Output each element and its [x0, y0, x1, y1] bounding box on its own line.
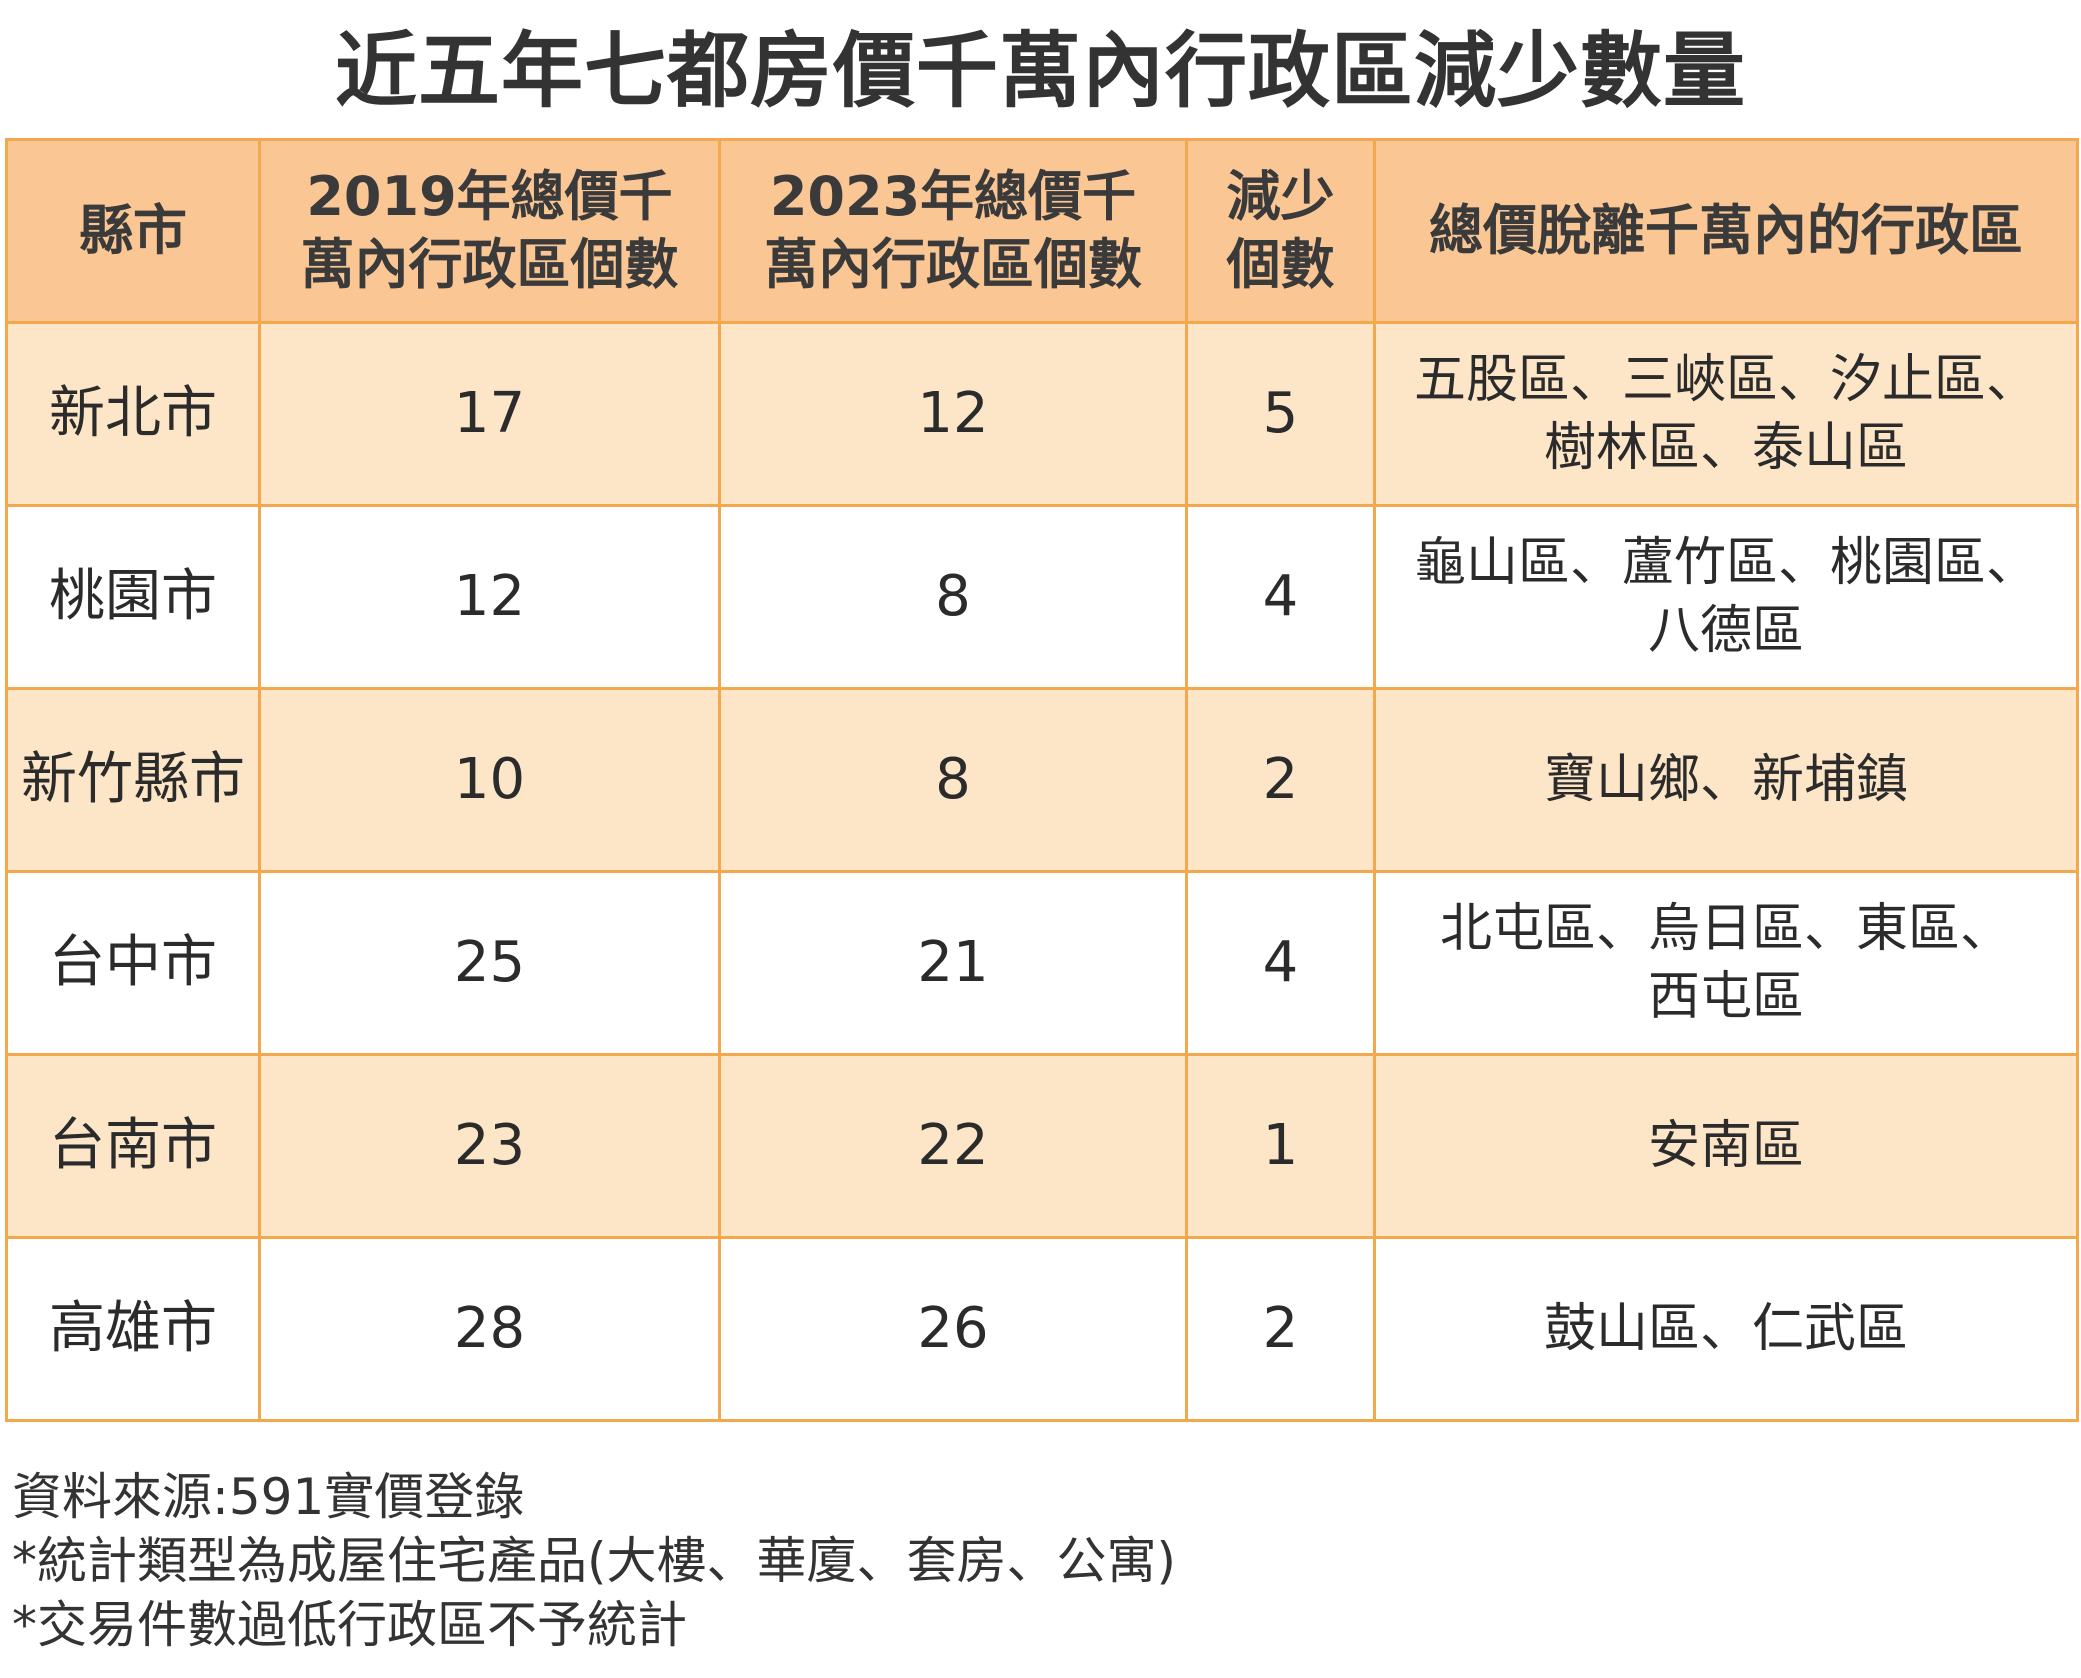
district-line: 龜山區、蘆竹區、桃園區、 — [1413, 533, 2038, 593]
cell-count-2019: 23 — [258, 1053, 721, 1239]
header-count-2023: 2023年總價千 萬內行政區個數 — [718, 138, 1188, 324]
district-line: 安南區 — [1647, 1116, 1804, 1176]
header-districts: 總價脫離千萬內的行政區 — [1373, 138, 2079, 324]
page-title: 近五年七都房價千萬內行政區減少數量 — [334, 24, 1746, 119]
cell-decrease: 4 — [1185, 504, 1376, 690]
header-count-2023-line-1: 2023年總價千 — [769, 165, 1137, 228]
cell-count-2023: 8 — [718, 687, 1188, 873]
district-line: 五股區、三峽區、汐止區、 — [1413, 350, 2038, 410]
cell-decrease: 2 — [1185, 687, 1376, 873]
header-decrease: 減少 個數 — [1185, 138, 1376, 324]
cell-county: 台中市 — [5, 870, 261, 1056]
table-row: 桃園市 12 8 4 龜山區、蘆竹區、桃園區、 八德區 — [5, 504, 2079, 690]
cell-decrease: 5 — [1185, 321, 1376, 507]
cell-districts: 龜山區、蘆竹區、桃園區、 八德區 — [1373, 504, 2079, 690]
district-line: 八德區 — [1647, 601, 1804, 661]
header-count-2019: 2019年總價千 萬內行政區個數 — [258, 138, 721, 324]
cell-decrease: 2 — [1185, 1236, 1376, 1422]
header-county: 縣市 — [5, 138, 261, 324]
table-row: 台南市 23 22 1 安南區 — [5, 1053, 2079, 1239]
table-row: 高雄市 28 26 2 鼓山區、仁武區 — [5, 1236, 2079, 1422]
cell-count-2023: 22 — [718, 1053, 1188, 1239]
cell-districts: 五股區、三峽區、汐止區、 樹林區、泰山區 — [1373, 321, 2079, 507]
district-line: 樹林區、泰山區 — [1543, 418, 1908, 478]
data-table: 縣市 2019年總價千 萬內行政區個數 2023年總價千 萬內行政區個數 減少 … — [5, 138, 2079, 1422]
cell-county: 桃園市 — [5, 504, 261, 690]
cell-count-2023: 21 — [718, 870, 1188, 1056]
header-decrease-line-1: 減少 — [1226, 165, 1335, 228]
cell-county: 高雄市 — [5, 1236, 261, 1422]
header-count-2019-line-2: 萬內行政區個數 — [300, 233, 679, 296]
table-header-row: 縣市 2019年總價千 萬內行政區個數 2023年總價千 萬內行政區個數 減少 … — [5, 138, 2079, 324]
cell-count-2019: 28 — [258, 1236, 721, 1422]
source-note: 資料來源:591實價登錄 — [12, 1468, 525, 1526]
scope-note: *統計類型為成屋住宅產品(大樓、華廈、套房、公寓) — [12, 1532, 1177, 1590]
header-districts-line-1: 總價脫離千萬內的行政區 — [1429, 199, 2023, 262]
cell-count-2023: 12 — [718, 321, 1188, 507]
exclusion-note: *交易件數過低行政區不予統計 — [12, 1596, 687, 1654]
cell-count-2023: 8 — [718, 504, 1188, 690]
cell-districts: 安南區 — [1373, 1053, 2079, 1239]
cell-districts: 北屯區、烏日區、東區、 西屯區 — [1373, 870, 2079, 1056]
header-decrease-line-2: 個數 — [1226, 233, 1335, 296]
cell-count-2019: 12 — [258, 504, 721, 690]
cell-districts: 寶山鄉、新埔鎮 — [1373, 687, 2079, 873]
footnotes: 資料來源:591實價登錄 *統計類型為成屋住宅產品(大樓、華廈、套房、公寓) *… — [12, 1465, 2012, 1657]
cell-count-2023: 26 — [718, 1236, 1188, 1422]
header-county-line-1: 縣市 — [79, 199, 187, 262]
cell-decrease: 1 — [1185, 1053, 1376, 1239]
table-row: 台中市 25 21 4 北屯區、烏日區、東區、 西屯區 — [5, 870, 2079, 1056]
cell-districts: 鼓山區、仁武區 — [1373, 1236, 2079, 1422]
cell-count-2019: 10 — [258, 687, 721, 873]
header-count-2019-line-1: 2019年總價千 — [306, 165, 673, 228]
table-row: 新北市 17 12 5 五股區、三峽區、汐止區、 樹林區、泰山區 — [5, 321, 2079, 507]
table-row: 新竹縣市 10 8 2 寶山鄉、新埔鎮 — [5, 687, 2079, 873]
cell-count-2019: 25 — [258, 870, 721, 1056]
district-line: 北屯區、烏日區、東區、 — [1439, 899, 2012, 959]
cell-county: 新竹縣市 — [5, 687, 261, 873]
cell-decrease: 4 — [1185, 870, 1376, 1056]
cell-count-2019: 17 — [258, 321, 721, 507]
district-line: 寶山鄉、新埔鎮 — [1543, 750, 1908, 810]
district-line: 西屯區 — [1647, 967, 1804, 1027]
cell-county: 新北市 — [5, 321, 261, 507]
header-count-2023-line-2: 萬內行政區個數 — [764, 233, 1142, 296]
district-line: 鼓山區、仁武區 — [1543, 1299, 1908, 1359]
cell-county: 台南市 — [5, 1053, 261, 1239]
